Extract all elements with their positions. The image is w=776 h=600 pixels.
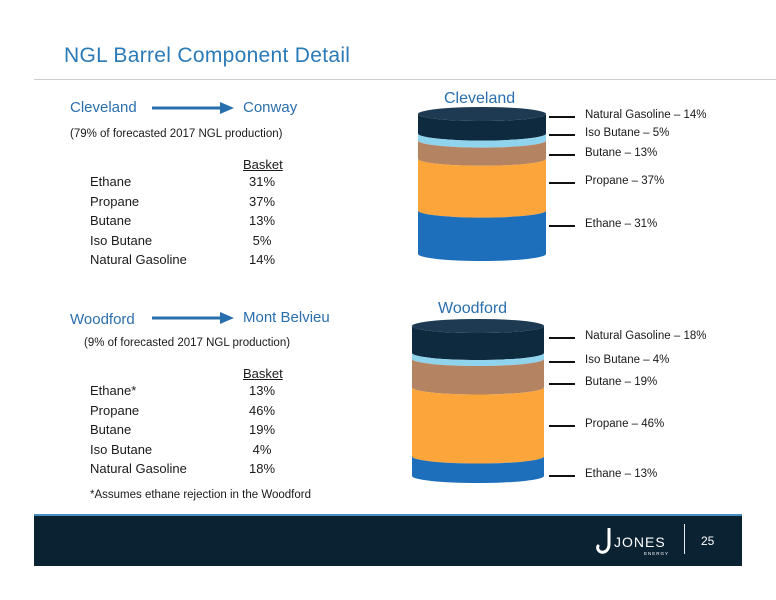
component-value: 37% (248, 193, 276, 209)
component-name: Natural Gasoline (90, 252, 187, 268)
component-name: Butane (90, 422, 132, 438)
barrel-layer (412, 456, 544, 483)
woodford-component-table: Ethane* 13% Propane 46% Butane 19% Iso B… (90, 383, 290, 481)
barrel-top-cap (412, 319, 544, 333)
component-name: Propane (90, 193, 140, 209)
woodford-route-arrow (152, 312, 234, 324)
footer-accent-line (34, 514, 742, 516)
callout-label: Propane – 46% (585, 418, 665, 430)
footer-bar (34, 516, 742, 566)
barrel-layer (418, 114, 546, 141)
barrel-layer (418, 158, 546, 218)
component-value: 18% (248, 461, 276, 477)
logo-subtext: ENERGY (644, 551, 670, 556)
component-value: 46% (248, 402, 276, 418)
table-row: Butane 13% (90, 213, 290, 233)
woodford-footnote: *Assumes ethane rejection in the Woodfor… (90, 489, 311, 501)
callout-line (549, 383, 575, 385)
component-value: 19% (248, 422, 276, 438)
cleveland-basket-header: Basket (243, 157, 283, 172)
callout-label: Propane – 37% (585, 175, 665, 187)
barrel-layer (412, 387, 544, 464)
cleveland-component-table: Ethane 31% Propane 37% Butane 13% Iso Bu… (90, 174, 290, 272)
woodford-barrel (412, 319, 544, 483)
table-row: Natural Gasoline 14% (90, 252, 290, 272)
logo-wordmark: JONES (614, 534, 666, 550)
barrel-layer (412, 359, 544, 395)
callout-label: Ethane – 31% (585, 218, 658, 230)
callout-label: Butane – 13% (585, 147, 658, 159)
callout-label: Butane – 19% (585, 376, 658, 388)
cleveland-route-arrow (152, 102, 234, 114)
callout-label: Iso Butane – 5% (585, 127, 670, 139)
component-value: 14% (248, 252, 276, 268)
cleveland-barrel-title: Cleveland (444, 90, 516, 107)
callout-label: Ethane – 13% (585, 468, 658, 480)
barrel-layer (418, 140, 546, 166)
barrel-layer (418, 210, 546, 261)
table-row: Ethane* 13% (90, 383, 290, 403)
callout-label: Iso Butane – 4% (585, 354, 670, 366)
title-divider (34, 79, 776, 80)
callout-label: Natural Gasoline – 14% (585, 109, 707, 121)
table-row: Iso Butane 4% (90, 442, 290, 462)
woodford-basket-header: Basket (243, 366, 283, 381)
callout-line (549, 182, 575, 184)
component-value: 5% (252, 232, 272, 248)
woodford-barrel-title: Woodford (438, 300, 508, 317)
woodford-origin-label: Woodford (70, 311, 135, 328)
page-number: 25 (701, 534, 715, 548)
page-title: NGL Barrel Component Detail (64, 44, 351, 67)
barrel-layer (418, 133, 546, 148)
callout-line (549, 225, 575, 227)
cleveland-origin-label: Cleveland (70, 99, 137, 116)
barrel-layer (412, 353, 544, 366)
table-row: Iso Butane 5% (90, 233, 290, 253)
callout-line (549, 475, 575, 477)
table-row: Ethane 31% (90, 174, 290, 194)
component-value: 4% (252, 441, 272, 457)
callout-line (549, 337, 575, 339)
barrel-layer (412, 326, 544, 360)
callout-line (549, 116, 575, 118)
component-name: Iso Butane (90, 441, 153, 457)
component-name: Propane (90, 402, 140, 418)
component-value: 31% (248, 174, 276, 189)
table-row: Propane 37% (90, 194, 290, 214)
woodford-production-note: (9% of forecasted 2017 NGL production) (84, 337, 291, 349)
table-row: Natural Gasoline 18% (90, 461, 290, 481)
table-row: Butane 19% (90, 422, 290, 442)
component-name: Ethane (90, 174, 132, 189)
woodford-destination-label: Mont Belvieu (243, 309, 330, 326)
barrel-top-cap (418, 107, 546, 121)
cleveland-production-note: (79% of forecasted 2017 NGL production) (70, 128, 283, 140)
footer-divider (684, 524, 685, 554)
table-row: Propane 46% (90, 403, 290, 423)
callout-label: Natural Gasoline – 18% (585, 330, 707, 342)
component-value: 13% (248, 213, 276, 229)
cleveland-barrel (418, 107, 546, 261)
jones-logo-mark-icon (596, 528, 611, 554)
component-name: Iso Butane (90, 232, 153, 248)
component-value: 13% (248, 383, 276, 398)
component-name: Natural Gasoline (90, 461, 187, 477)
component-name: Ethane* (90, 383, 137, 398)
cleveland-destination-label: Conway (243, 99, 298, 116)
callout-line (549, 134, 575, 136)
callout-line (549, 361, 575, 363)
callout-line (549, 425, 575, 427)
component-name: Butane (90, 213, 132, 229)
callout-line (549, 154, 575, 156)
